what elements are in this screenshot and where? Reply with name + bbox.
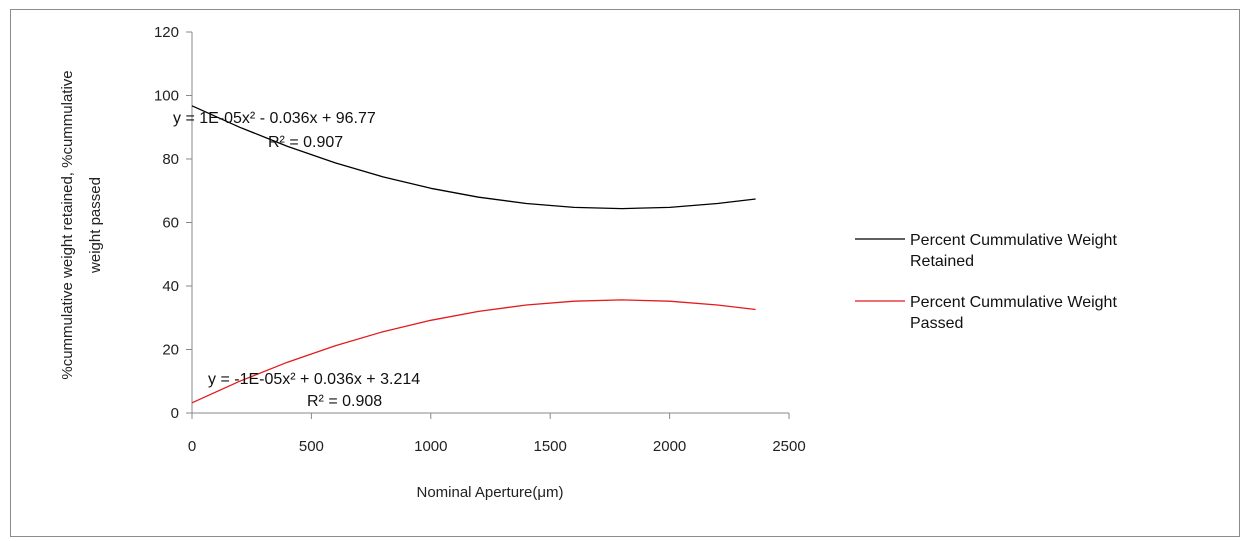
legend-label-passed-line-1: Percent Cummulative Weight	[910, 294, 1117, 311]
series-line-passed	[191, 299, 756, 404]
trendline-r2-retained: R² = 0.907	[268, 134, 343, 151]
x-tick-label: 500	[299, 438, 324, 455]
legend-label-passed-line-2: Passed	[910, 315, 963, 332]
y-tick-label: 20	[162, 342, 179, 359]
chart-frame	[10, 9, 1240, 537]
y-tick-label: 0	[171, 405, 179, 422]
legend: Percent Cummulative Weight Retained Perc…	[855, 232, 1117, 332]
x-tick-label: 2000	[653, 438, 686, 455]
y-tick-label: 80	[162, 151, 179, 168]
series-line-retained	[191, 105, 756, 210]
y-tick-label: 40	[162, 278, 179, 295]
x-axis-title: Nominal Aperture(μm)	[416, 484, 563, 501]
y-axis-title-line-1: %cummulative weight retained, %cummulati…	[59, 70, 76, 379]
series-layer	[191, 105, 756, 404]
x-tick-label: 0	[188, 438, 196, 455]
y-tick-label: 60	[162, 215, 179, 232]
trendline-r2-passed: R² = 0.908	[307, 393, 382, 410]
trendline-equation-retained: y = 1E-05x² - 0.036x + 96.77	[173, 110, 376, 127]
trendline-equation-passed: y = -1E-05x² + 0.036x + 3.214	[208, 371, 420, 388]
x-tick-label: 1500	[534, 438, 567, 455]
legend-label-retained-line-2: Retained	[910, 253, 974, 270]
x-tick-label: 2500	[772, 438, 805, 455]
legend-label-retained-line-1: Percent Cummulative Weight	[910, 232, 1117, 249]
y-tick-label: 100	[154, 88, 179, 105]
x-tick-label: 1000	[414, 438, 447, 455]
y-axis-title: %cummulative weight retained, %cummulati…	[59, 70, 104, 379]
axes: 0 20 40 60 80 100 120 0 500 1000 1500 2000 2500	[154, 24, 806, 455]
y-axis-title-line-2: weight passed	[87, 177, 104, 274]
y-tick-label: 120	[154, 24, 179, 41]
